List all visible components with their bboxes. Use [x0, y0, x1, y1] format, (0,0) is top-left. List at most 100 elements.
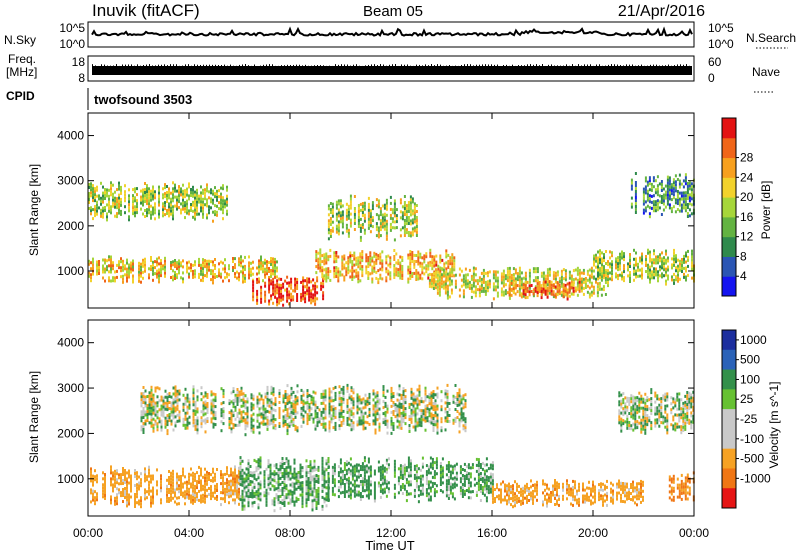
power-colorbar-segment — [722, 157, 736, 178]
nave-label: Nave — [752, 65, 780, 79]
station-title: Inuvik (fitACF) — [92, 1, 200, 20]
echo-region — [492, 479, 644, 509]
echo-region — [618, 388, 695, 435]
noise-trace — [91, 26, 693, 37]
x-axis: 00:00 04:00 08:00 12:00 16:00 20:00 00:00 — [73, 113, 709, 540]
noise-right-tick-top: 10^5 — [708, 21, 734, 35]
velocity-colorbar-segment — [722, 330, 736, 351]
power-echo-field — [88, 172, 695, 307]
y-tick-label: 3000 — [57, 174, 84, 188]
velocity-colorbar-tick: 100 — [740, 372, 760, 386]
freq-left-tick-top: 18 — [72, 55, 86, 69]
velocity-colorbar-tick: 25 — [740, 392, 754, 406]
y-tick-label: 4000 — [57, 336, 84, 350]
velocity-colorbar-tick: -100 — [740, 432, 764, 446]
power-colorbar-segment — [722, 137, 736, 159]
velocity-colorbar-segment — [722, 488, 736, 509]
y-tick-label: 2000 — [57, 219, 84, 233]
noise-panel: N.Sky 10^5 10^0 10^5 10^0 N.Search — [4, 21, 796, 51]
power-colorbar-segment — [722, 236, 736, 257]
power-colorbar: 4 8 12 16 20 24 28 — [721, 117, 754, 297]
beam-title: Beam 05 — [363, 3, 423, 20]
freq-label-bottom: [MHz] — [6, 65, 37, 79]
noise-left-tick-top: 10^5 — [59, 21, 85, 35]
velocity-colorbar-segment — [722, 369, 736, 390]
power-colorbar-segment — [722, 276, 736, 297]
noise-right-label: N.Search — [746, 31, 796, 45]
velocity-colorbar-segment — [722, 349, 736, 371]
power-colorbar-segment — [722, 256, 736, 277]
power-ylabel: Slant Range [km] — [27, 164, 41, 256]
power-colorbar-segment — [722, 216, 736, 238]
date-title: 21/Apr/2016 — [618, 3, 705, 20]
velocity-colorbar-tick: -1000 — [740, 471, 771, 485]
echo-region — [630, 172, 695, 219]
power-colorbar-tick: 20 — [740, 190, 754, 204]
y-tick-label: 2000 — [57, 426, 84, 440]
freq-panel: Freq. [MHz] 18 8 60 0 Nave — [6, 52, 780, 93]
noise-sky-line — [91, 26, 693, 37]
velocity-colorbar-segment — [722, 389, 736, 410]
y-tick-label: 4000 — [57, 129, 84, 143]
freq-trace — [92, 66, 692, 75]
echo-region — [239, 456, 330, 513]
nave-trace — [92, 64, 690, 68]
power-panel: 1000 2000 3000 4000 Slant Range [km] 4 8 12 16… — [27, 112, 773, 309]
power-colorbar-label: Power [dB] — [759, 181, 773, 240]
power-colorbar-segment — [722, 177, 736, 198]
y-tick-label: 3000 — [57, 381, 84, 395]
power-colorbar-segment — [722, 197, 736, 218]
echo-region — [252, 275, 325, 307]
cpid-value: twofsound 3503 — [94, 92, 192, 107]
noise-right-tick-bottom: 10^0 — [708, 37, 734, 51]
velocity-colorbar-tick: -500 — [740, 452, 764, 466]
velocity-colorbar-tick: 500 — [740, 353, 760, 367]
noise-left-tick-bottom: 10^0 — [59, 37, 85, 51]
echo-region — [88, 255, 278, 285]
velocity-colorbar-segment — [722, 448, 736, 469]
velocity-colorbar-label: Velocity [m s^-1] — [767, 382, 781, 469]
echo-region — [88, 181, 228, 223]
echo-region — [90, 465, 240, 509]
velocity-colorbar-tick: 1000 — [740, 333, 767, 347]
freq-label-top: Freq. — [8, 52, 36, 66]
x-tick-label: 08:00 — [275, 526, 305, 540]
velocity-colorbar-tick: -25 — [740, 412, 758, 426]
cpid-label: CPID — [6, 89, 35, 103]
power-colorbar-tick: 24 — [740, 170, 754, 184]
echo-region — [668, 471, 695, 502]
velocity-ylabel: Slant Range [km] — [27, 371, 41, 463]
echo-region — [327, 456, 494, 504]
echo-region — [315, 248, 456, 285]
power-colorbar-tick: 4 — [740, 269, 747, 283]
echo-region — [593, 248, 695, 288]
x-tick-label: 00:00 — [679, 526, 709, 540]
power-colorbar-segment — [722, 118, 736, 139]
echo-region — [508, 280, 581, 301]
noise-left-label: N.Sky — [4, 33, 36, 47]
freq-right-tick-bottom: 0 — [708, 71, 715, 85]
echo-region — [140, 383, 467, 437]
x-tick-label: 16:00 — [477, 526, 507, 540]
freq-left-tick-bottom: 8 — [78, 71, 85, 85]
echo-region — [327, 194, 418, 242]
power-colorbar-tick: 8 — [740, 249, 747, 263]
power-colorbar-tick: 16 — [740, 210, 754, 224]
x-tick-label: 00:00 — [73, 526, 103, 540]
y-tick-label: 1000 — [57, 472, 84, 486]
velocity-panel: 1000 2000 3000 4000 Slant Range [km] 1000 50… — [27, 319, 781, 517]
power-colorbar-tick: 12 — [740, 230, 754, 244]
x-tick-label: 12:00 — [376, 526, 406, 540]
velocity-colorbar-segment — [722, 428, 736, 450]
velocity-colorbar-segment — [722, 468, 736, 489]
velocity-colorbar-segment — [722, 409, 736, 430]
x-tick-label: 20:00 — [578, 526, 608, 540]
x-tick-label: 04:00 — [174, 526, 204, 540]
freq-right-tick-top: 60 — [708, 55, 722, 69]
power-colorbar-tick: 28 — [740, 151, 754, 165]
velocity-echo-field — [90, 383, 695, 513]
x-axis-label: Time UT — [365, 538, 414, 553]
y-tick-label: 1000 — [57, 264, 84, 278]
velocity-colorbar: 1000 500 100 25 -25 -100 -500 -1000 — [721, 329, 771, 509]
